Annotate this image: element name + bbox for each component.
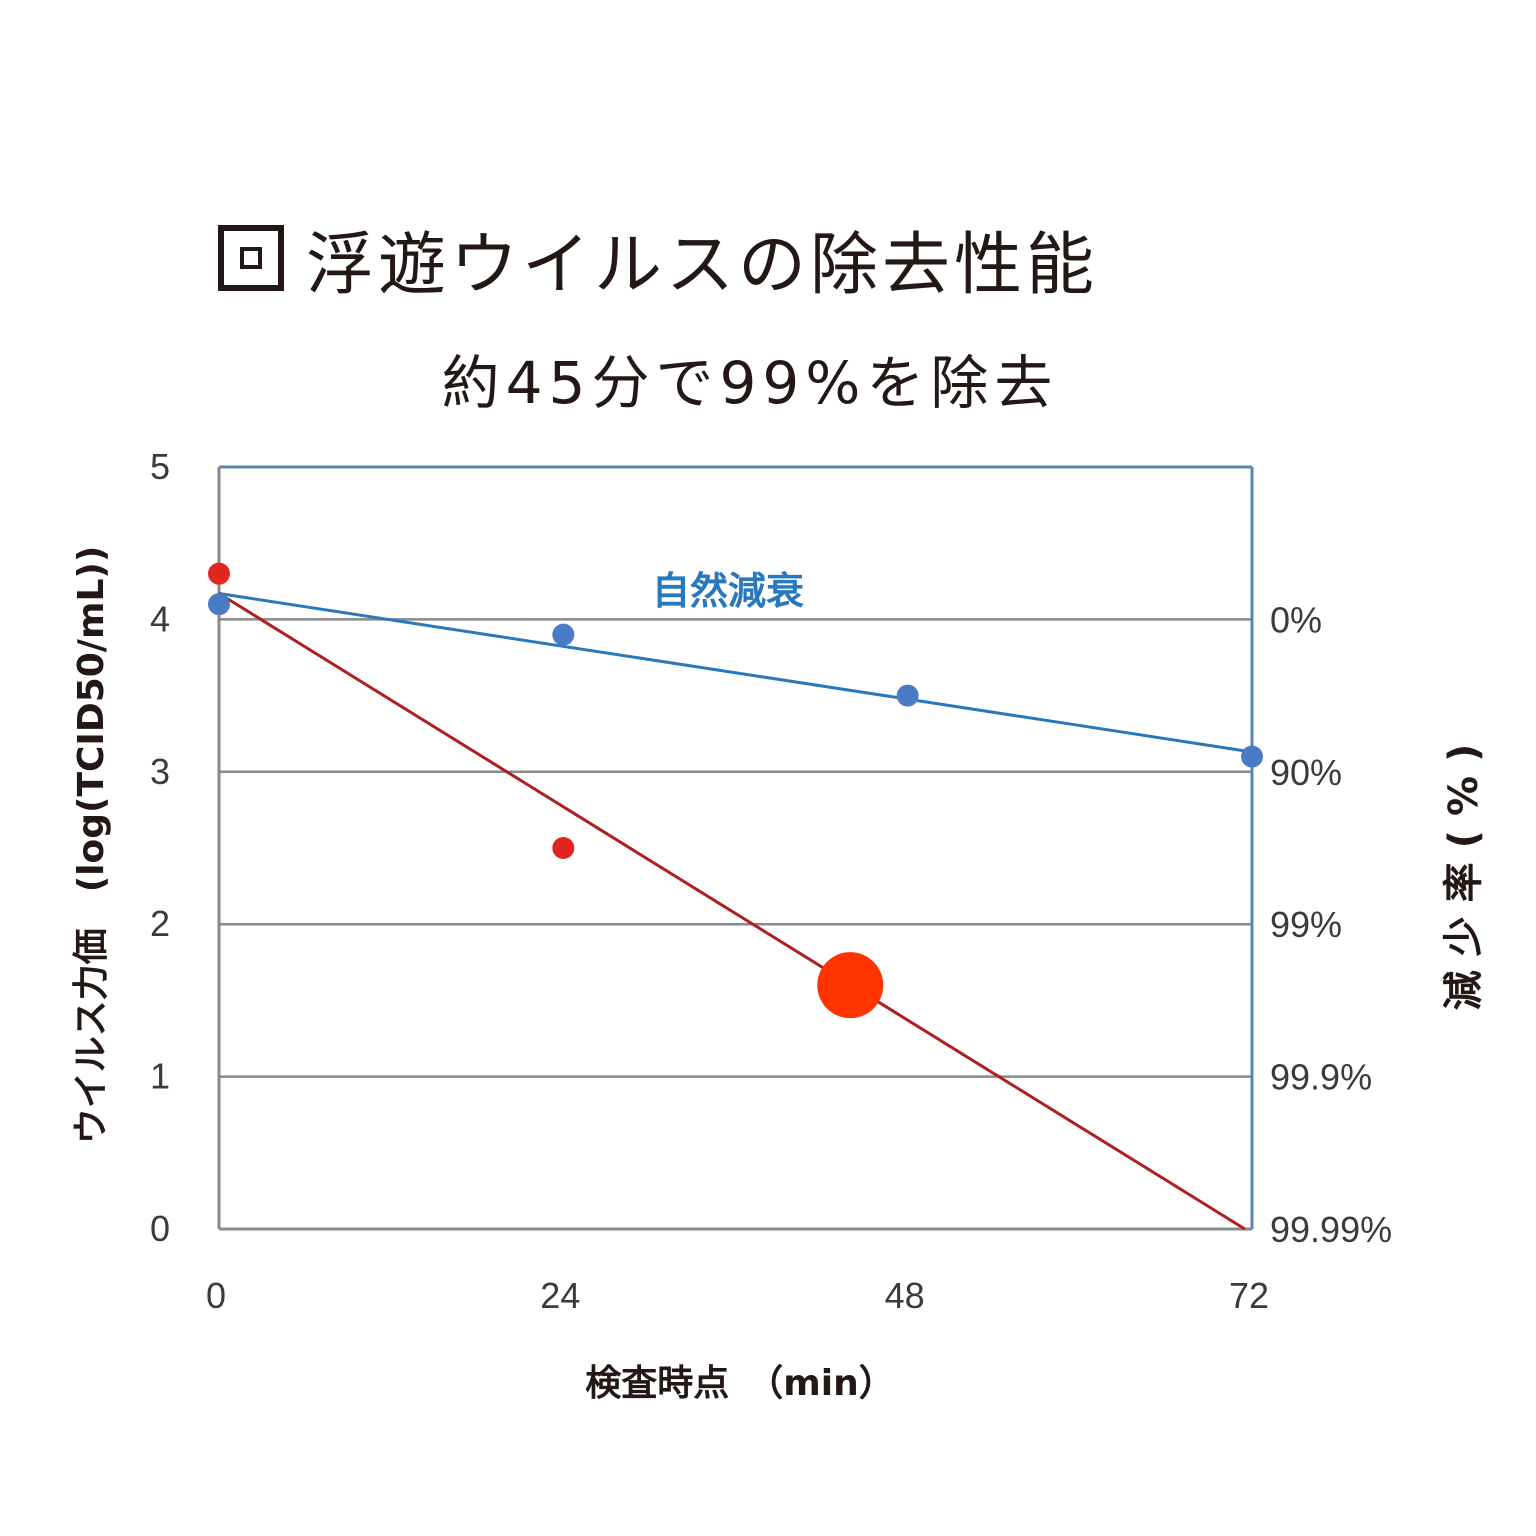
title-row: 浮遊ウイルスの除去性能 bbox=[218, 208, 1098, 308]
y-tick-label: 5 bbox=[150, 446, 170, 487]
page-subtitle: 約45分で99%を除去 bbox=[441, 349, 1059, 417]
trend-line-1 bbox=[218, 592, 1253, 754]
tick-labels: 0 1 2 3 4 5 0% 90% 99% 99.9% 99.99% 0 24 48 72 bbox=[150, 446, 1392, 1316]
y2-tick-label: 0% bbox=[1270, 599, 1322, 640]
data-point-s2-0 bbox=[208, 562, 230, 585]
data-point-s1-0 bbox=[208, 593, 230, 616]
square-bullet-icon bbox=[218, 225, 284, 291]
x-axis-title: 検査時点 （min） bbox=[585, 1363, 894, 1404]
y-tick-label: 4 bbox=[150, 598, 170, 639]
y2-tick-label: 90% bbox=[1270, 752, 1342, 793]
data-point-s1-3 bbox=[1241, 745, 1263, 768]
x-tick-label: 0 bbox=[206, 1275, 226, 1316]
y2-axis-title: 減少率(%) bbox=[1441, 730, 1487, 1011]
page-title: 浮遊ウイルスの除去性能 bbox=[306, 225, 1099, 305]
trend-lines bbox=[218, 592, 1253, 1231]
y2-tick-label: 99.99% bbox=[1270, 1209, 1392, 1250]
data-point-s1-2 bbox=[896, 684, 919, 707]
x-tick-label: 24 bbox=[540, 1275, 580, 1316]
y-tick-label: 0 bbox=[150, 1208, 170, 1249]
y-tick-label: 1 bbox=[150, 1056, 170, 1097]
series-label-natural-decay: 自然減衰 bbox=[652, 569, 804, 613]
x-tick-label: 72 bbox=[1229, 1275, 1269, 1316]
y-tick-label: 2 bbox=[150, 903, 170, 944]
y2-tick-label: 99% bbox=[1270, 904, 1342, 945]
y-tick-label: 3 bbox=[150, 751, 170, 792]
data-points bbox=[208, 562, 1263, 1019]
data-point-s1-1 bbox=[552, 623, 575, 646]
trend-line-2 bbox=[218, 592, 1246, 1231]
y2-tick-label: 99.9% bbox=[1270, 1057, 1372, 1098]
x-tick-label: 48 bbox=[885, 1275, 925, 1316]
data-point-s2-1 bbox=[552, 837, 575, 859]
highlight-point bbox=[817, 952, 884, 1019]
y-axis-title: ウイルス力価 (log(TCID50/mL)) bbox=[71, 546, 112, 1145]
